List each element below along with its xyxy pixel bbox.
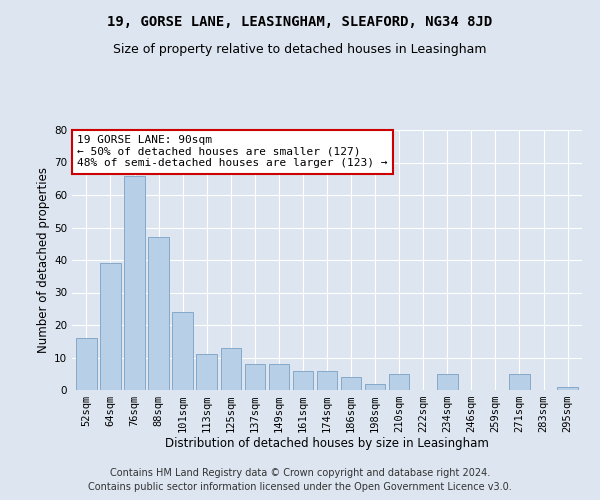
Bar	[557, 387, 578, 390]
Text: Size of property relative to detached houses in Leasingham: Size of property relative to detached ho…	[113, 42, 487, 56]
Bar	[389, 374, 409, 390]
Bar	[509, 374, 530, 390]
Text: 19, GORSE LANE, LEASINGHAM, SLEAFORD, NG34 8JD: 19, GORSE LANE, LEASINGHAM, SLEAFORD, NG…	[107, 15, 493, 29]
Bar	[437, 374, 458, 390]
Text: Contains public sector information licensed under the Open Government Licence v3: Contains public sector information licen…	[88, 482, 512, 492]
Bar	[245, 364, 265, 390]
Bar	[76, 338, 97, 390]
Bar	[196, 354, 217, 390]
Bar	[172, 312, 193, 390]
X-axis label: Distribution of detached houses by size in Leasingham: Distribution of detached houses by size …	[165, 436, 489, 450]
Bar	[100, 263, 121, 390]
Y-axis label: Number of detached properties: Number of detached properties	[37, 167, 50, 353]
Bar	[221, 348, 241, 390]
Bar	[317, 370, 337, 390]
Bar	[365, 384, 385, 390]
Text: 19 GORSE LANE: 90sqm
← 50% of detached houses are smaller (127)
48% of semi-deta: 19 GORSE LANE: 90sqm ← 50% of detached h…	[77, 135, 388, 168]
Bar	[293, 370, 313, 390]
Bar	[341, 377, 361, 390]
Bar	[269, 364, 289, 390]
Text: Contains HM Land Registry data © Crown copyright and database right 2024.: Contains HM Land Registry data © Crown c…	[110, 468, 490, 477]
Bar	[148, 238, 169, 390]
Bar	[124, 176, 145, 390]
